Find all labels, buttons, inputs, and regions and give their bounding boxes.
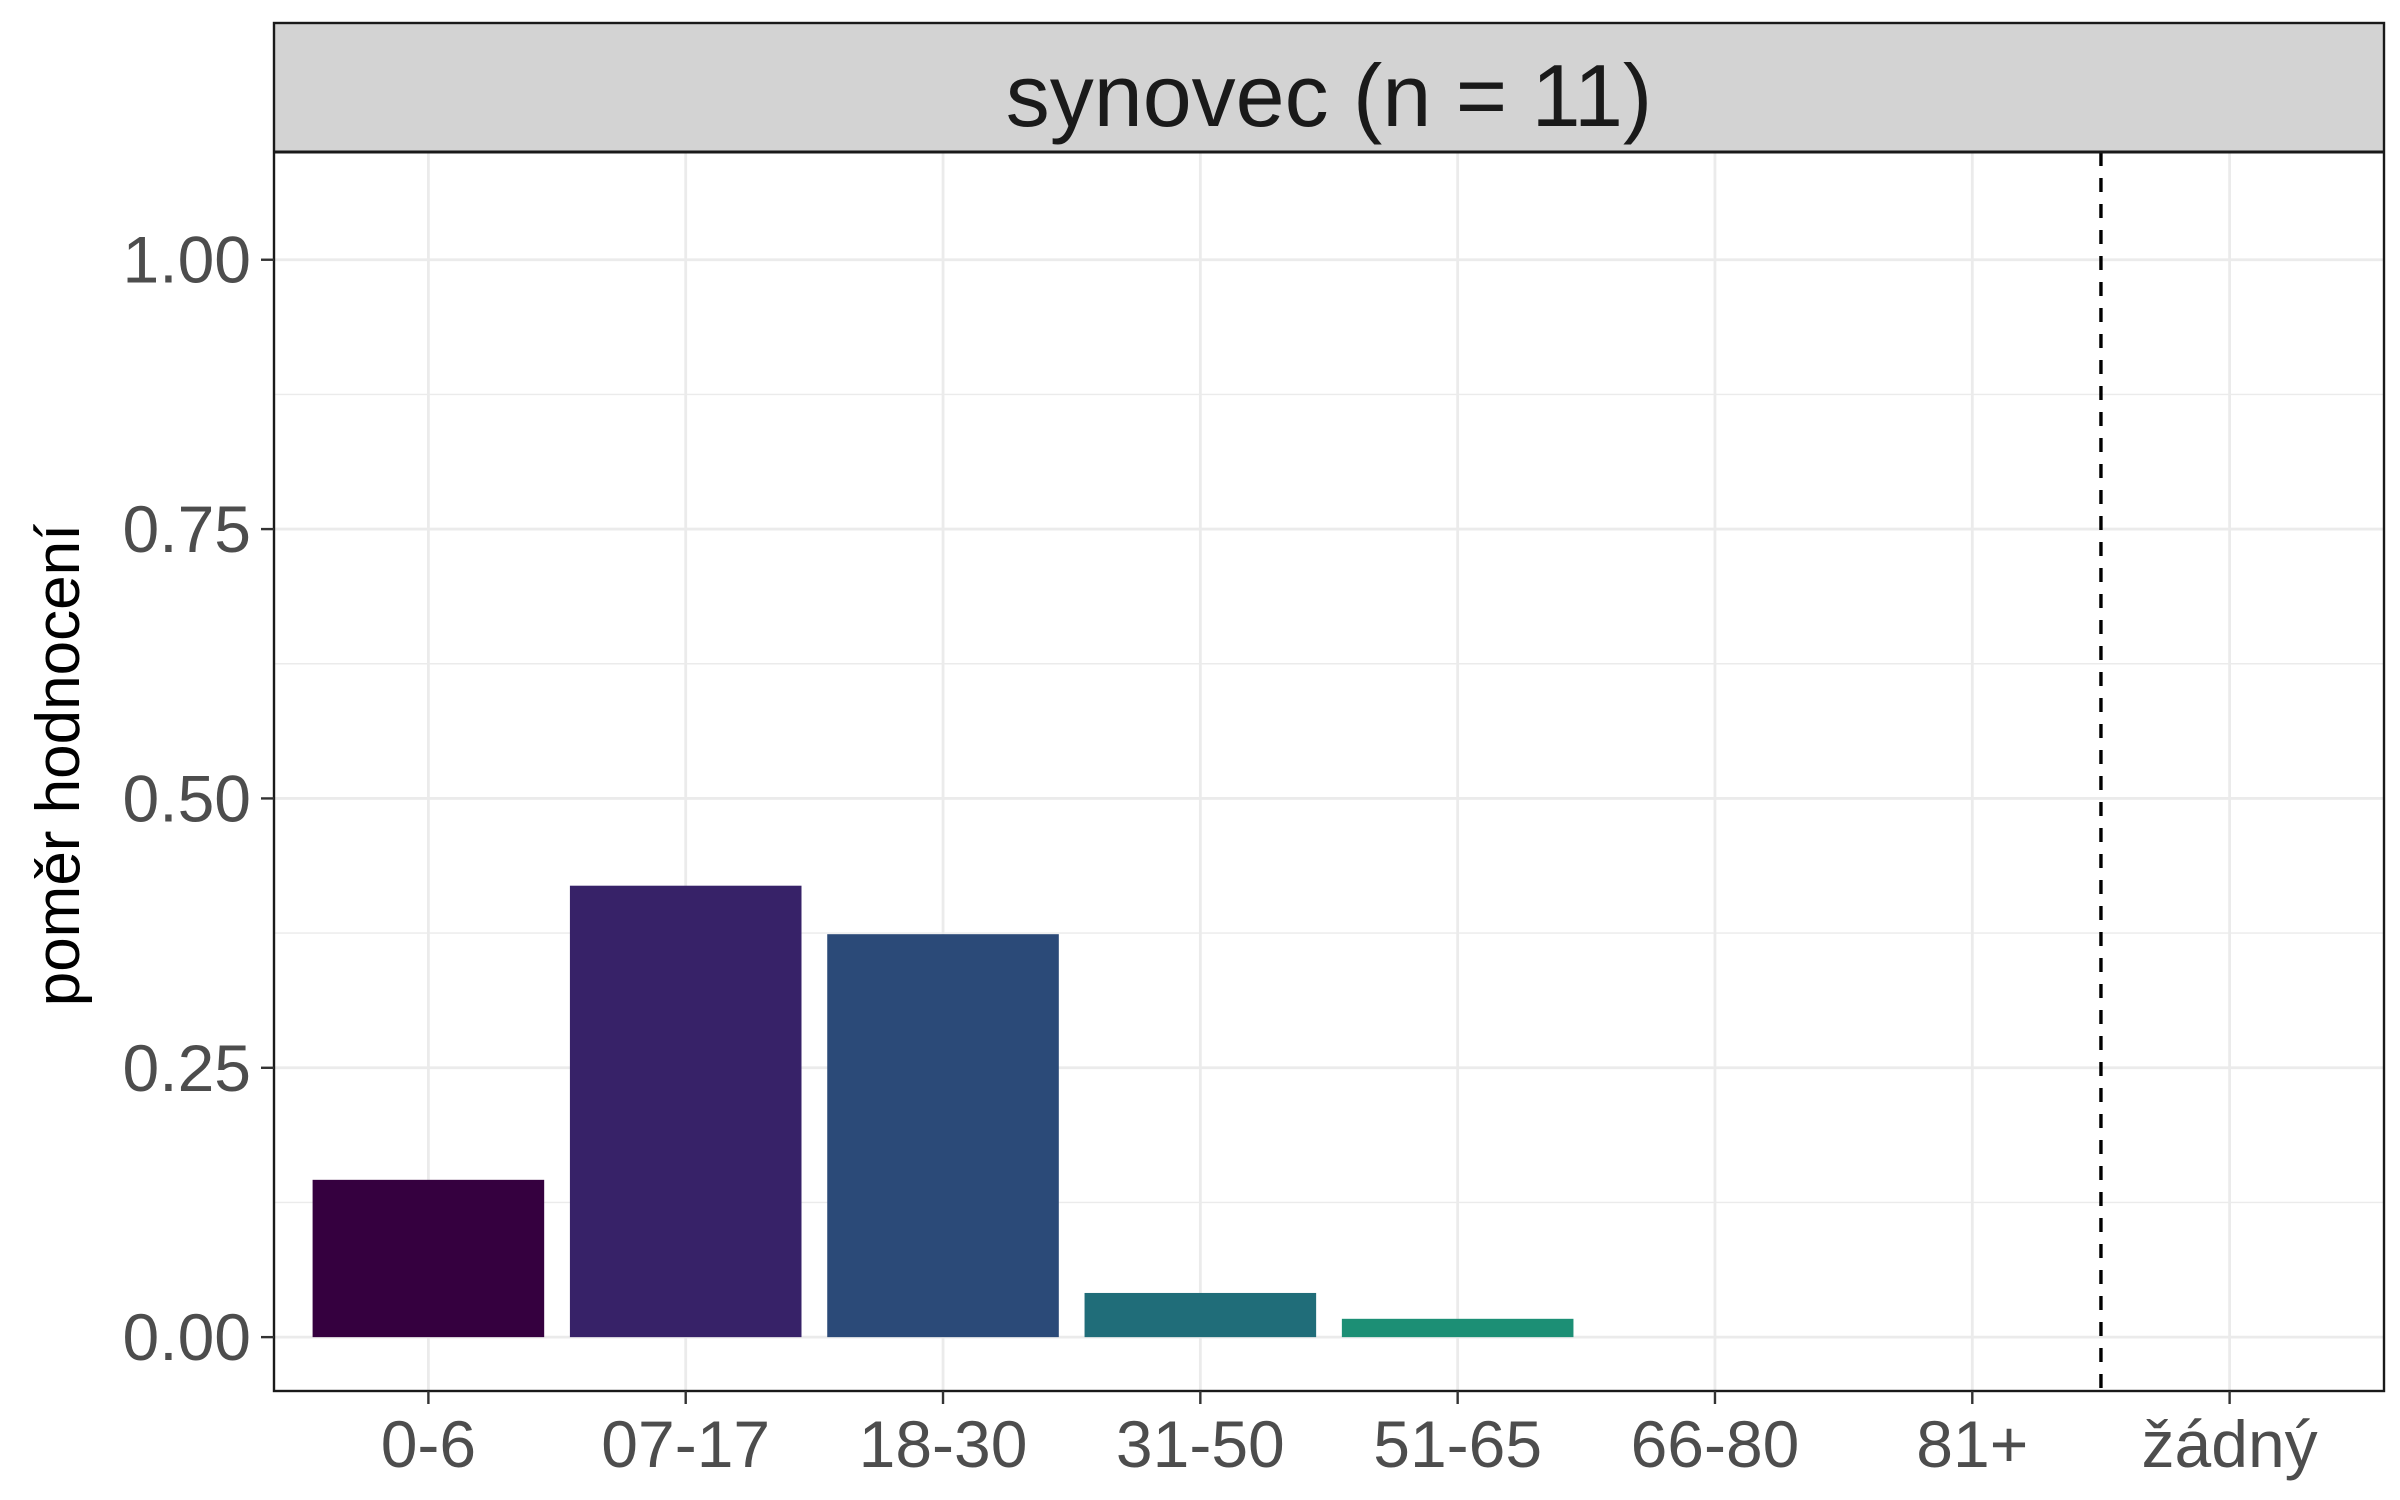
- y-tick-label: 0.00: [123, 1300, 251, 1374]
- x-axis: 0-6 07-17 18-30 31-50 51-65 66-80 81+ žádný: [381, 1391, 2318, 1481]
- y-tick-label: 0.75: [123, 492, 251, 566]
- x-tick-label: 51-65: [1373, 1407, 1542, 1481]
- y-axis: 0.00 0.25 0.50 0.75 1.00: [123, 223, 274, 1374]
- y-tick-label: 1.00: [123, 223, 251, 297]
- panel-border: [272, 21, 2386, 1393]
- bar-07-17: [569, 885, 802, 1338]
- bar-18-30: [827, 934, 1059, 1338]
- bar-31-50: [1084, 1292, 1317, 1338]
- x-tick-label: 07-17: [601, 1407, 770, 1481]
- x-tick-label: 0-6: [381, 1407, 476, 1481]
- bar-0-6: [312, 1179, 545, 1338]
- y-tick-label: 0.25: [123, 1031, 251, 1105]
- bars: [312, 885, 1574, 1338]
- bar-51-65: [1341, 1318, 1574, 1338]
- x-tick-label: 18-30: [859, 1407, 1028, 1481]
- y-tick-label: 0.50: [123, 761, 251, 835]
- x-tick-label: 31-50: [1116, 1407, 1285, 1481]
- x-tick-label: 66-80: [1631, 1407, 1800, 1481]
- x-tick-label: žádný: [2142, 1407, 2318, 1481]
- x-tick-label: 81+: [1916, 1407, 2028, 1481]
- facet-title: synovec (n = 11): [1006, 46, 1652, 145]
- facet-strip: [274, 23, 2384, 152]
- y-axis-title: poměr hodnocení: [24, 524, 93, 1007]
